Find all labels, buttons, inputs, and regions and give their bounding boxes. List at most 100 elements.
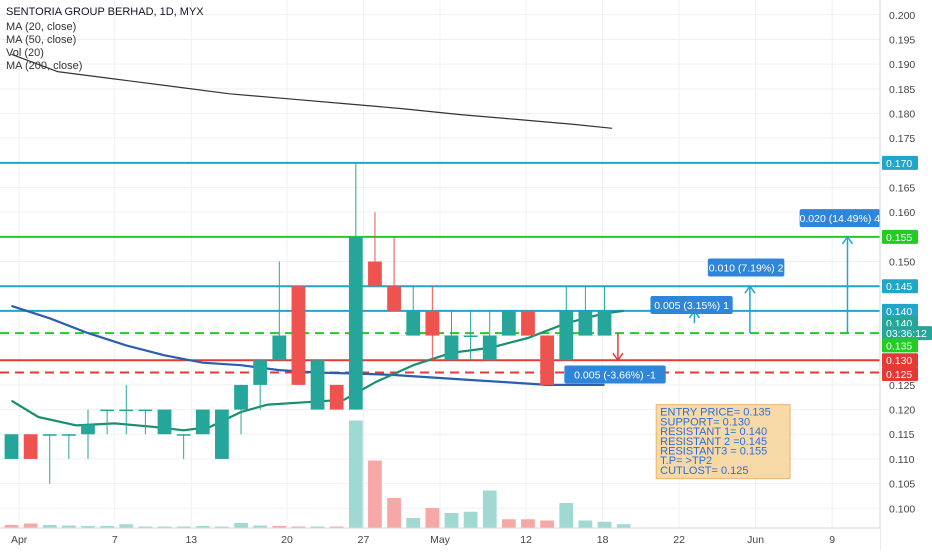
candle-body bbox=[81, 424, 95, 435]
volume-bar bbox=[578, 520, 593, 528]
candle-body bbox=[138, 409, 153, 412]
volume-bar bbox=[195, 526, 210, 528]
candle-body bbox=[157, 409, 172, 435]
legend-ma20[interactable]: MA (20, close) bbox=[6, 21, 76, 33]
legend-vol[interactable]: Vol (20) bbox=[6, 47, 44, 59]
price-tick-label: 0.100 bbox=[889, 503, 915, 515]
measure-label-box[interactable] bbox=[564, 365, 666, 384]
candle-body bbox=[463, 335, 478, 338]
price-tick-label: 0.165 bbox=[889, 183, 915, 195]
ma20-line bbox=[10, 309, 624, 432]
candle-body bbox=[597, 310, 612, 336]
volume-bar bbox=[100, 526, 115, 528]
price-tag-label: 03:36:12 bbox=[886, 328, 927, 340]
volume-bar bbox=[425, 508, 440, 528]
price-tag-box bbox=[882, 155, 918, 170]
time-tick-label: Apr bbox=[11, 534, 28, 546]
candle-body bbox=[444, 335, 459, 361]
time-tick-label: 20 bbox=[281, 534, 293, 546]
time-tick-label: 22 bbox=[673, 534, 685, 546]
candle-body bbox=[329, 384, 344, 410]
time-tick-label: 9 bbox=[829, 534, 835, 546]
volume-bar bbox=[81, 526, 95, 528]
candle-body bbox=[501, 310, 516, 336]
candle-body bbox=[42, 434, 57, 436]
candle-body bbox=[482, 335, 497, 361]
measure-label-box[interactable] bbox=[707, 258, 785, 277]
candle-body bbox=[368, 261, 382, 287]
volume-bar bbox=[291, 526, 306, 528]
price-tick-label: 0.160 bbox=[889, 207, 915, 219]
volume-bar bbox=[368, 460, 382, 528]
price-axis-bg bbox=[880, 0, 932, 550]
price-tag-label: 0.130 bbox=[886, 355, 912, 367]
price-tag-label: 0.155 bbox=[886, 232, 912, 244]
volume-bar bbox=[597, 521, 612, 528]
price-tick-label: 0.115 bbox=[889, 429, 915, 441]
volume-bars bbox=[4, 420, 631, 528]
time-tick-label: Jun bbox=[747, 534, 764, 546]
candle-body bbox=[253, 360, 268, 385]
volume-bar bbox=[348, 420, 363, 528]
candle-body bbox=[176, 434, 191, 436]
volume-bar bbox=[540, 520, 555, 528]
time-tick-label: 13 bbox=[185, 534, 197, 546]
time-tick-label: 18 bbox=[597, 534, 609, 546]
volume-bar bbox=[138, 526, 153, 528]
legend-ma50[interactable]: MA (50, close) bbox=[6, 34, 76, 46]
candle-body bbox=[119, 409, 134, 412]
volume-bar bbox=[61, 525, 76, 528]
volume-bar bbox=[482, 490, 497, 528]
measure-arrow-head bbox=[841, 235, 854, 245]
volume-bar bbox=[176, 526, 191, 528]
volume-bar bbox=[272, 526, 287, 528]
candle-body bbox=[425, 310, 440, 336]
price-tick-label: 0.185 bbox=[889, 84, 915, 96]
legend: SENTORIA GROUP BERHAD, 1D, MYX MA (20, c… bbox=[6, 6, 204, 72]
price-tick-label: 0.110 bbox=[889, 454, 915, 466]
volume-bar bbox=[157, 526, 172, 528]
candle-body bbox=[234, 384, 248, 410]
candle-body bbox=[4, 434, 19, 459]
note-line: T.P= >TP2 bbox=[660, 455, 712, 467]
candle-body bbox=[348, 236, 363, 410]
measure-label-box[interactable] bbox=[650, 295, 733, 314]
price-tick-label: 0.180 bbox=[889, 108, 915, 120]
candle-body bbox=[578, 310, 593, 336]
note-box[interactable] bbox=[655, 404, 791, 480]
measure-label: 0.005 (-3.66%) -1 bbox=[574, 370, 656, 382]
volume-bar bbox=[463, 511, 478, 528]
measure-arrow-head bbox=[744, 284, 756, 294]
measure-tools[interactable]: 0.005 (3.15%) 1 0.010 (7.19%) 2 0.020 (14.… bbox=[564, 209, 881, 384]
volume-bar bbox=[23, 523, 38, 528]
price-tag-box bbox=[882, 229, 918, 244]
candle-body bbox=[521, 310, 535, 336]
volume-bar bbox=[501, 519, 516, 528]
legend-ma200[interactable]: MA (200, close) bbox=[6, 60, 82, 72]
time-tick-label: May bbox=[430, 534, 451, 546]
measure-arrow-head bbox=[612, 352, 624, 362]
time-axis[interactable]: Apr 7 13 20 27 May 12 18 22 Jun 9 bbox=[0, 527, 880, 550]
measure-label-box[interactable] bbox=[799, 209, 880, 228]
price-tag-box bbox=[882, 367, 918, 382]
price-tick-label: 0.195 bbox=[889, 34, 915, 46]
price-tag-label: 0.145 bbox=[886, 281, 912, 293]
price-tag-label: 0.125 bbox=[886, 369, 912, 381]
price-tag-box bbox=[882, 353, 918, 368]
volume-bar bbox=[42, 525, 57, 528]
horizontal-levels[interactable] bbox=[0, 161, 880, 374]
measure-label: 0.020 (14.49%) 4 bbox=[800, 213, 881, 225]
candle-body bbox=[100, 409, 115, 412]
price-tick-label: 0.200 bbox=[889, 10, 915, 22]
price-axis[interactable]: 0.100 0.105 0.110 0.115 0.120 0.125 0.130 0.135… bbox=[879, 0, 932, 550]
candle-body bbox=[23, 434, 38, 459]
volume-bar bbox=[119, 524, 134, 528]
price-tick-label: 0.150 bbox=[889, 257, 915, 269]
price-tag-box bbox=[882, 338, 918, 353]
time-tick-label: 27 bbox=[358, 534, 370, 546]
volume-bar bbox=[444, 513, 459, 528]
price-tag-box bbox=[882, 326, 932, 341]
note-line: SUPPORT= 0.130 bbox=[660, 416, 750, 428]
